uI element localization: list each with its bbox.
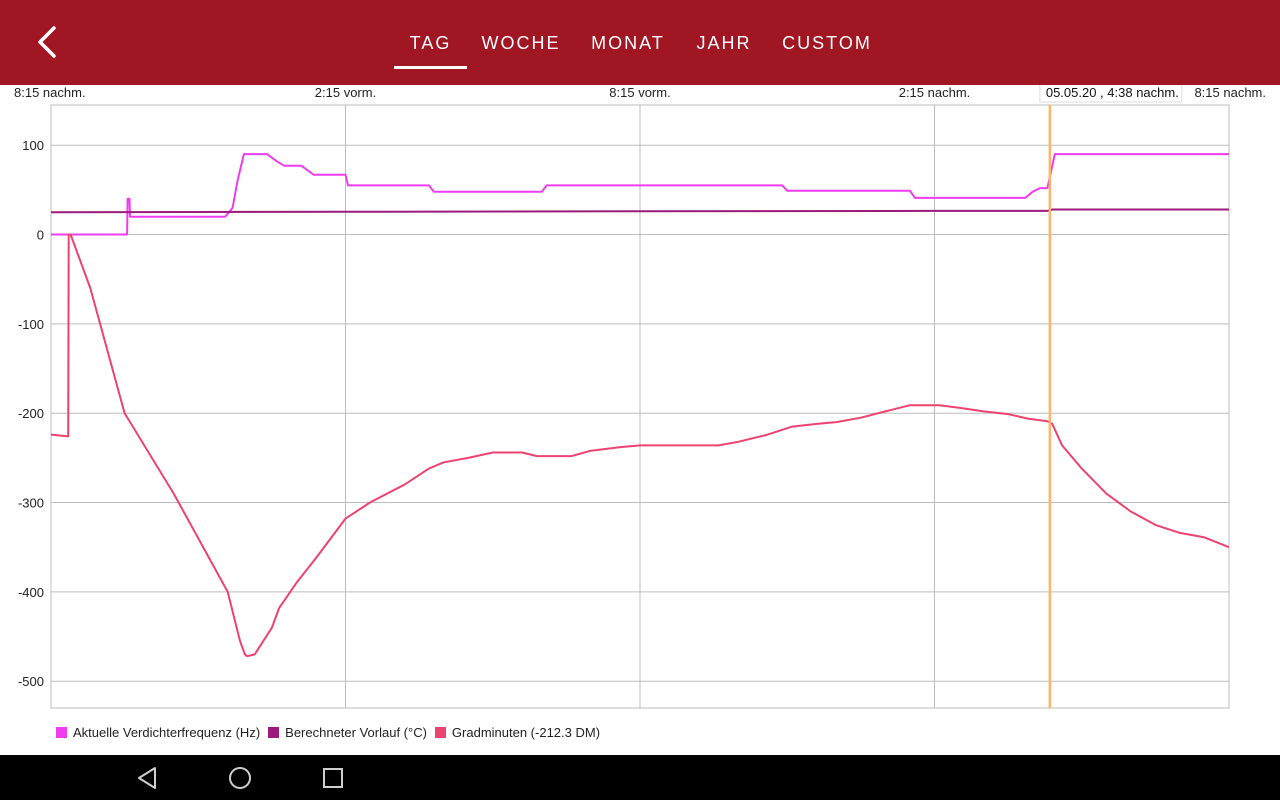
y-tick-label: -200 bbox=[18, 406, 44, 421]
nav-home-button[interactable] bbox=[225, 763, 255, 793]
y-tick-label: -300 bbox=[18, 496, 44, 511]
cursor-tooltip-label: 05.05.20 , 4:38 nachm. bbox=[1046, 85, 1179, 100]
legend-item-frequency: Aktuelle Verdichterfrequenz (Hz) bbox=[56, 725, 260, 740]
legend-swatch-gradminuten bbox=[434, 726, 446, 738]
tab-monat-label: MONAT bbox=[591, 33, 665, 53]
x-tick-label: 8:15 vorm. bbox=[609, 85, 670, 100]
tab-woche-label: WOCHE bbox=[481, 33, 561, 53]
legend-label-vorlauf: Berechneter Vorlauf (°C) bbox=[285, 724, 427, 740]
tab-jahr-label: JAHR bbox=[696, 33, 752, 53]
square-recents-icon bbox=[323, 768, 343, 788]
tab-woche[interactable]: WOCHE bbox=[476, 33, 566, 77]
x-tick-label: 8:15 nachm. bbox=[1194, 85, 1266, 100]
x-tick-label: 2:15 nachm. bbox=[899, 85, 971, 100]
line-chart[interactable]: 100 0 -100 -200 -300 -400 -500 8:15 nachm. 2:15 … bbox=[0, 85, 1280, 717]
legend-label-frequency: Aktuelle Verdichterfrequenz (Hz) bbox=[73, 724, 261, 740]
tab-jahr[interactable]: JAHR bbox=[690, 33, 758, 77]
tab-active-indicator bbox=[394, 66, 467, 69]
range-tabs: TAG WOCHE MONAT JAHR CUSTOM bbox=[0, 0, 1280, 85]
legend-label-gradminuten: Gradminuten (-212.3 DM) bbox=[451, 724, 601, 740]
y-tick-label: 0 bbox=[37, 228, 44, 243]
legend-swatch-vorlauf bbox=[268, 726, 280, 738]
y-tick-label: -400 bbox=[18, 585, 44, 600]
tab-custom[interactable]: CUSTOM bbox=[777, 33, 877, 77]
y-tick-label: -500 bbox=[18, 674, 44, 689]
back-button[interactable] bbox=[28, 22, 68, 62]
tab-tag[interactable]: TAG bbox=[394, 33, 467, 77]
legend-item-vorlauf: Berechneter Vorlauf (°C) bbox=[268, 725, 427, 740]
cursor-tooltip bbox=[1039, 85, 1183, 103]
circle-home-icon bbox=[229, 767, 251, 789]
legend-swatch-frequency bbox=[56, 726, 67, 738]
x-tick-label: 2:15 vorm. bbox=[315, 85, 376, 100]
legend-item-gradminuten: Gradminuten (-212.3 DM) bbox=[434, 724, 601, 740]
tab-custom-label: CUSTOM bbox=[782, 33, 872, 53]
tab-tag-label: TAG bbox=[409, 33, 452, 53]
tab-monat[interactable]: MONAT bbox=[584, 33, 672, 77]
system-nav-bar bbox=[0, 755, 1280, 800]
series-line-vorlauf bbox=[50, 208, 1229, 214]
nav-back-button[interactable] bbox=[133, 763, 163, 793]
triangle-back-icon bbox=[138, 767, 156, 789]
nav-recents-button[interactable] bbox=[318, 763, 348, 793]
series-line-frequency bbox=[51, 153, 1229, 236]
y-tick-label: -100 bbox=[18, 317, 44, 332]
chart-legend: Aktuelle Verdichterfrequenz (Hz) Berechn… bbox=[56, 723, 608, 741]
app-bar: TAG WOCHE MONAT JAHR CUSTOM bbox=[0, 0, 1280, 85]
chevron-left-icon bbox=[38, 26, 56, 58]
y-tick-label: 100 bbox=[22, 138, 44, 153]
x-tick-label: 8:15 nachm. bbox=[14, 85, 86, 100]
